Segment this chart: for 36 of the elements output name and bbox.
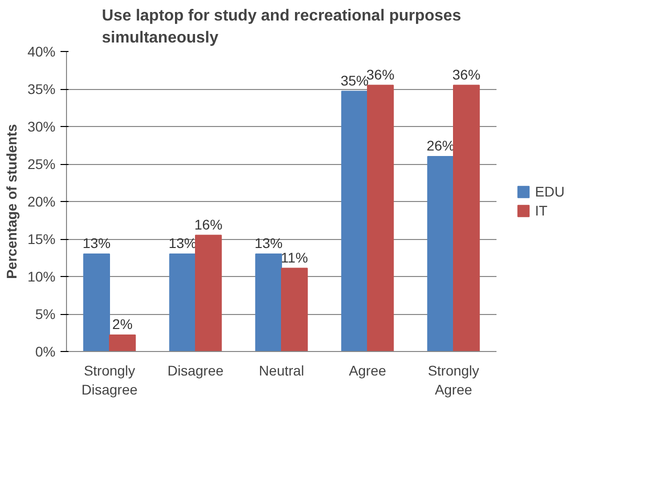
x-tick-label: Strongly Disagree (81, 362, 138, 398)
bar (341, 90, 368, 352)
chart-title: Use laptop for study and recreational purposes simultaneously (102, 7, 462, 46)
y-tick-label: 40% (27, 44, 56, 60)
data-label: 2% (112, 316, 133, 332)
x-tick-label: Neutral (258, 362, 304, 378)
data-label: 13% (254, 235, 283, 251)
data-label: 26% (426, 138, 455, 154)
data-label: 11% (280, 249, 308, 266)
bar (83, 254, 110, 352)
y-tick-label: 15% (27, 231, 56, 247)
bar (281, 268, 308, 352)
y-tick-label: 30% (27, 118, 56, 134)
x-tick-label: Agree (348, 362, 386, 378)
data-label: 13% (82, 235, 111, 251)
data-label: 35% (340, 72, 369, 88)
bar (169, 254, 196, 352)
data-label: 36% (452, 66, 480, 82)
bar (453, 84, 480, 352)
y-tick-label: 0% (35, 344, 56, 360)
bar (427, 156, 454, 352)
y-tick-label: 10% (27, 268, 56, 284)
bar (109, 334, 136, 352)
y-tick-label: 35% (27, 81, 56, 97)
x-tick-label: Strongly Agree (428, 362, 480, 398)
y-axis-title: Percentage of students (3, 124, 20, 279)
x-tick-label: Disagree (167, 362, 224, 378)
bar (255, 254, 282, 352)
y-tick-label: 25% (27, 156, 56, 172)
y-tick-label: 5% (35, 306, 56, 322)
data-label: 16% (194, 216, 222, 232)
bar (195, 234, 222, 352)
legend-label: IT (535, 202, 548, 218)
bar (367, 84, 394, 352)
y-tick-label: 20% (27, 194, 56, 210)
legend-label: EDU (535, 184, 565, 200)
